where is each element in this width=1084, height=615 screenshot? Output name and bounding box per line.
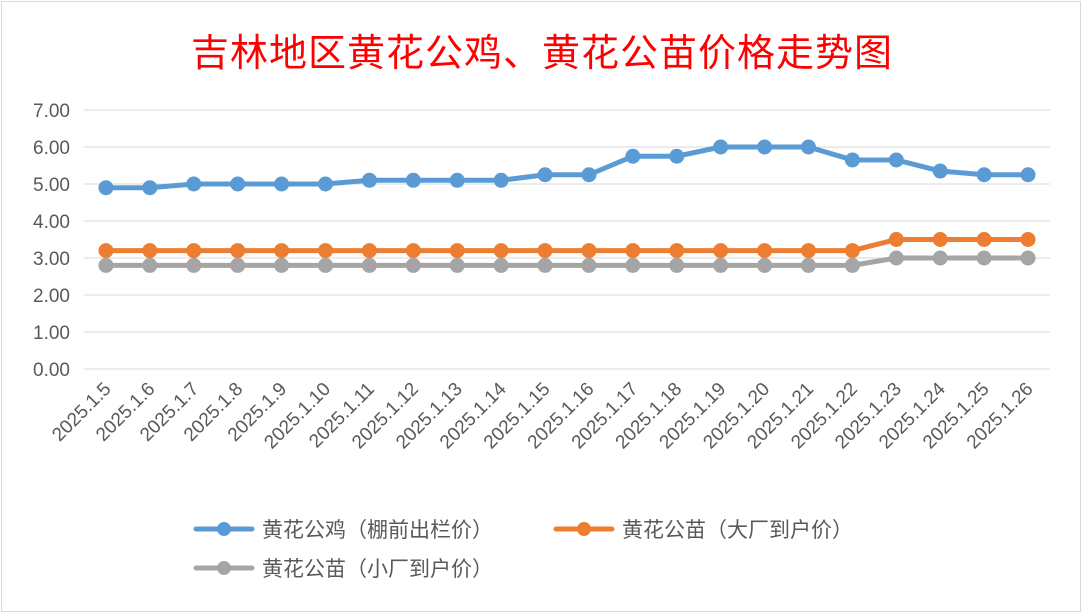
data-point xyxy=(625,243,641,259)
data-point xyxy=(1020,232,1036,247)
data-point xyxy=(844,257,860,273)
series-line xyxy=(103,237,1031,254)
data-point xyxy=(844,152,860,168)
data-point xyxy=(318,176,333,192)
data-point xyxy=(537,257,553,273)
y-tick-label: 1.00 xyxy=(33,323,70,344)
data-point xyxy=(801,257,816,273)
legend-label: 黄花公鸡（棚前出栏价） xyxy=(262,518,493,542)
data-point xyxy=(844,243,860,259)
y-tick-label: 7.00 xyxy=(33,101,70,122)
data-point xyxy=(318,243,333,259)
data-point xyxy=(493,257,509,273)
data-point xyxy=(318,257,333,273)
data-point xyxy=(142,180,158,196)
y-tick-label: 0.00 xyxy=(33,360,70,381)
y-tick-label: 4.00 xyxy=(33,212,70,233)
data-point xyxy=(449,243,465,259)
data-point xyxy=(669,257,685,273)
data-point xyxy=(757,243,773,259)
data-point xyxy=(932,163,948,179)
data-point xyxy=(757,257,773,273)
data-point xyxy=(274,176,290,192)
data-point xyxy=(361,257,377,273)
legend-marker xyxy=(217,561,231,575)
y-tick-label: 3.00 xyxy=(33,249,70,270)
data-point xyxy=(186,176,202,192)
data-point xyxy=(757,139,773,155)
legend-marker xyxy=(577,522,591,536)
data-point xyxy=(274,257,290,273)
data-point xyxy=(142,257,158,273)
data-point xyxy=(888,152,904,168)
data-point xyxy=(801,139,816,155)
data-point xyxy=(888,250,904,266)
data-point xyxy=(98,257,114,273)
data-point xyxy=(493,172,509,188)
data-point xyxy=(932,250,948,266)
data-point xyxy=(405,243,421,259)
data-point xyxy=(361,172,377,188)
data-point xyxy=(449,257,465,273)
data-point xyxy=(976,250,992,266)
data-point xyxy=(230,243,246,259)
data-point xyxy=(537,243,553,259)
data-point xyxy=(581,167,597,183)
data-point xyxy=(801,243,816,259)
data-point xyxy=(98,243,114,259)
data-point xyxy=(581,243,597,259)
data-point xyxy=(405,172,421,188)
data-point xyxy=(1020,167,1036,183)
data-point xyxy=(625,257,641,273)
data-point xyxy=(449,172,465,188)
data-point xyxy=(230,257,246,273)
y-tick-label: 2.00 xyxy=(33,286,70,307)
series-line xyxy=(103,144,1031,191)
data-point xyxy=(493,243,509,259)
data-point xyxy=(625,148,641,164)
data-point xyxy=(932,232,948,247)
data-point xyxy=(669,148,685,164)
data-point xyxy=(888,232,904,247)
data-point xyxy=(98,180,114,196)
data-point xyxy=(186,257,202,273)
data-point xyxy=(230,176,246,192)
data-point xyxy=(669,243,685,259)
data-point xyxy=(713,257,729,273)
data-point xyxy=(361,243,377,259)
chart-title: 吉林地区黄花公鸡、黄花公苗价格走势图 xyxy=(190,31,893,75)
data-point xyxy=(274,243,290,259)
data-point xyxy=(1020,250,1036,266)
data-point xyxy=(142,243,158,259)
y-tick-label: 6.00 xyxy=(33,138,70,159)
legend-label: 黄花公苗（小厂到户价） xyxy=(262,557,493,581)
data-point xyxy=(581,257,597,273)
data-point xyxy=(713,139,729,155)
y-tick-label: 5.00 xyxy=(33,175,70,196)
legend-marker xyxy=(217,522,231,536)
data-point xyxy=(186,243,202,259)
data-point xyxy=(537,167,553,183)
data-point xyxy=(976,167,992,183)
legend-label: 黄花公苗（大厂到户价） xyxy=(622,518,853,542)
data-point xyxy=(976,232,992,247)
data-point xyxy=(713,243,729,259)
data-point xyxy=(405,257,421,273)
series-line xyxy=(103,255,1031,268)
